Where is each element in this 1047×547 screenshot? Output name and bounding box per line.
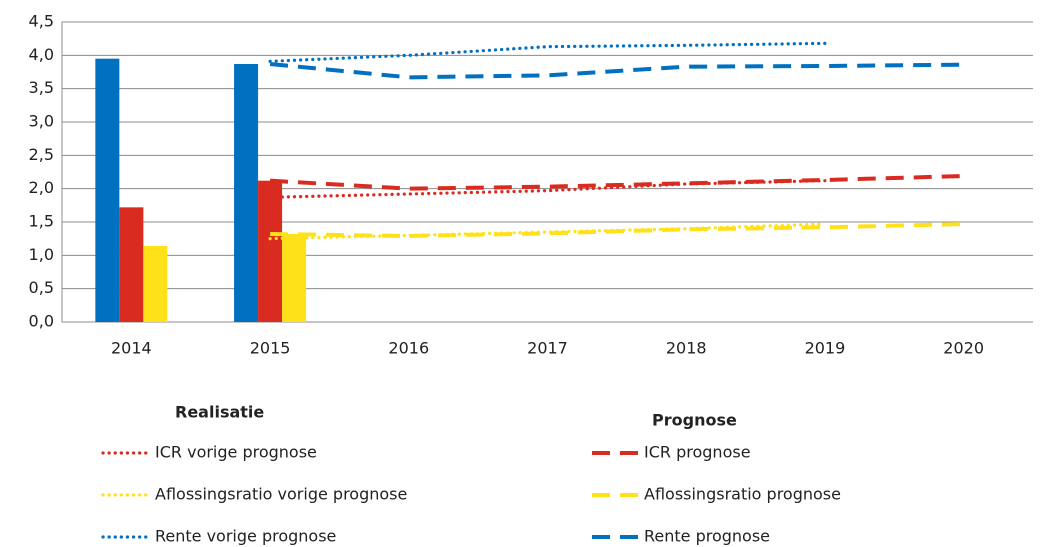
line — [269, 62, 964, 80]
y-tick-label: 2,5 — [29, 145, 54, 164]
legend-label: Aflossingsratio prognose — [644, 485, 841, 504]
y-tick-label: 0,5 — [29, 278, 54, 297]
bar — [95, 58, 120, 323]
bar — [234, 64, 259, 322]
legend-label: Rente vorige prognose — [155, 527, 336, 546]
x-tick-label: 2014 — [111, 339, 152, 358]
legend-label: Rente prognose — [644, 527, 770, 546]
line — [269, 174, 964, 191]
line — [268, 222, 827, 241]
y-tick-label: 1,0 — [29, 245, 54, 264]
y-tick-label: 4,0 — [29, 45, 54, 64]
legend-title: Prognose — [652, 411, 737, 430]
bar — [119, 207, 144, 322]
bar — [258, 180, 283, 322]
y-tick-label: 1,5 — [29, 212, 54, 231]
legend-title: Realisatie — [175, 403, 264, 422]
x-tick-label: 2019 — [805, 339, 846, 358]
x-tick-label: 2017 — [527, 339, 568, 358]
x-tick-label: 2018 — [666, 339, 707, 358]
y-tick-label: 0,0 — [29, 312, 54, 331]
x-tick-label: 2020 — [943, 339, 984, 358]
bar — [282, 234, 307, 322]
y-tick-label: 3,5 — [29, 78, 54, 97]
x-tick-label: 2015 — [250, 339, 291, 358]
y-tick-label: 4,5 — [29, 12, 54, 31]
line — [268, 41, 827, 63]
legend-label: Aflossingsratio vorige prognose — [155, 485, 407, 504]
legend-label: ICR prognose — [644, 443, 751, 462]
line — [270, 222, 964, 239]
y-tick-label: 3,0 — [29, 112, 54, 131]
legend-label: ICR vorige prognose — [155, 443, 317, 462]
bar — [143, 246, 168, 322]
x-tick-label: 2016 — [388, 339, 429, 358]
y-tick-label: 2,0 — [29, 178, 54, 197]
